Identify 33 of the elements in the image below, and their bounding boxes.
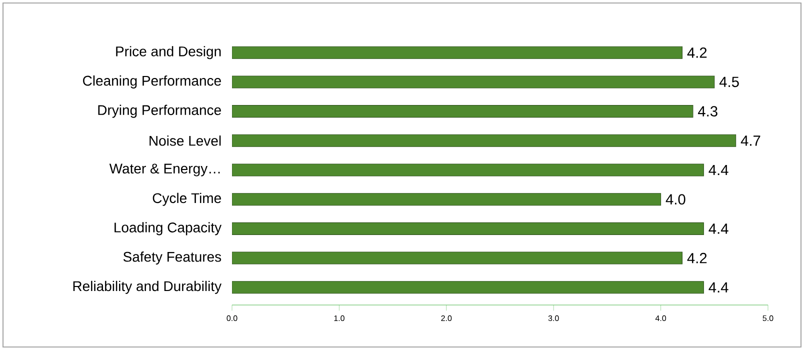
y-tick-label: Drying Performance <box>98 104 221 118</box>
y-tick-label: Cleaning Performance <box>83 75 221 88</box>
y-tick-label: Price and Design <box>116 46 221 60</box>
bar <box>232 105 694 118</box>
y-tick-label: Noise Level <box>150 136 221 146</box>
data-label: 4.4 <box>708 282 728 292</box>
data-label: 4.0 <box>666 194 686 205</box>
y-tick-label: Loading Capacity <box>114 222 222 236</box>
data-label: 4.5 <box>719 76 739 88</box>
bar <box>232 193 662 206</box>
data-label: 4.2 <box>687 252 707 264</box>
data-label: 4.2 <box>687 48 707 58</box>
bar <box>232 46 682 59</box>
data-label: 4.4 <box>708 224 728 234</box>
x-tick-label: 2.0 <box>441 315 452 322</box>
data-label: 4.7 <box>740 136 760 146</box>
x-tick-label: 3.0 <box>548 315 559 322</box>
y-tick-label: Cycle Time <box>152 192 221 206</box>
x-tick-label: 1.0 <box>334 315 344 322</box>
y-tick-label: Reliability and Durability <box>73 280 222 294</box>
bar <box>232 252 682 264</box>
x-tick-label: 4.0 <box>655 315 666 322</box>
bar <box>232 76 715 88</box>
x-tick-label: 0.0 <box>226 315 238 322</box>
y-tick-label: Safety Features <box>123 252 222 265</box>
bar <box>232 222 704 235</box>
x-tick-label: 5.0 <box>762 315 774 322</box>
bar <box>232 164 704 176</box>
bar <box>232 134 736 147</box>
y-tick-label: Water & Energy… <box>109 164 220 176</box>
bar <box>232 281 704 294</box>
data-label: 4.3 <box>698 106 718 116</box>
data-label: 4.4 <box>708 164 728 176</box>
